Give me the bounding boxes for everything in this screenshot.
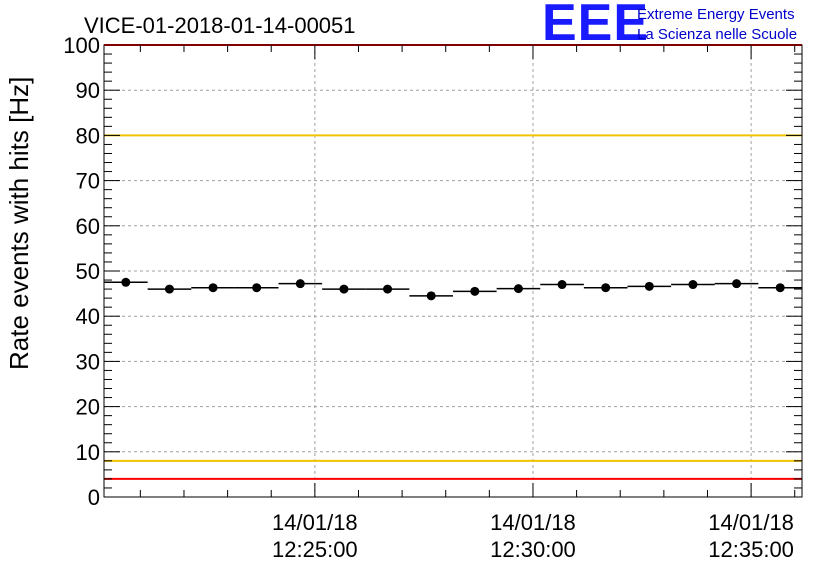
x-tick-date: 14/01/18 xyxy=(272,510,358,535)
y-tick-label: 40 xyxy=(76,304,100,329)
eee-logo-line1: Extreme Energy Events xyxy=(637,6,795,23)
data-points xyxy=(104,277,802,301)
data-point xyxy=(208,283,218,293)
y-tick-label: 60 xyxy=(76,214,100,239)
y-tick-label: 10 xyxy=(76,440,100,465)
reference-lines xyxy=(104,44,802,480)
data-point xyxy=(339,284,349,294)
chart-title: VICE-01-2018-01-14-00051 xyxy=(84,13,356,38)
y-tick-label: 50 xyxy=(76,259,100,284)
data-point xyxy=(426,291,436,301)
y-tick-label: 20 xyxy=(76,395,100,420)
data-point xyxy=(557,280,567,290)
data-point xyxy=(644,281,654,291)
y-tick-label: 90 xyxy=(76,78,100,103)
data-point xyxy=(601,283,611,293)
y-axis-label: Rate events with hits [Hz] xyxy=(4,77,34,370)
tick-labels: 010203040506070809010014/01/1812:25:0014… xyxy=(63,33,794,562)
data-point xyxy=(732,279,742,289)
eee-logo-line2: La Scienza nelle Scuole xyxy=(637,26,797,43)
plot-frame xyxy=(103,44,803,498)
data-point xyxy=(252,283,262,293)
x-tick-date: 14/01/18 xyxy=(708,510,794,535)
eee-logo-mark: EEE xyxy=(542,0,649,52)
eee-logo: EEE Extreme Energy Events La Scienza nel… xyxy=(542,0,797,52)
x-tick-time: 12:25:00 xyxy=(272,537,358,562)
y-tick-label: 80 xyxy=(76,123,100,148)
data-point xyxy=(775,283,785,293)
data-point xyxy=(164,284,174,294)
x-tick-time: 12:30:00 xyxy=(490,537,576,562)
data-point xyxy=(383,284,393,294)
y-tick-label: 0 xyxy=(88,485,100,510)
y-tick-label: 30 xyxy=(76,349,100,374)
data-point xyxy=(121,277,131,287)
data-point xyxy=(688,280,698,290)
grid-lines xyxy=(104,45,802,497)
data-point xyxy=(295,279,305,289)
data-point xyxy=(470,286,480,296)
x-tick-time: 12:35:00 xyxy=(708,537,794,562)
x-tick-date: 14/01/18 xyxy=(490,510,576,535)
data-point xyxy=(513,284,523,294)
y-tick-label: 100 xyxy=(63,33,100,58)
y-tick-label: 70 xyxy=(76,169,100,194)
